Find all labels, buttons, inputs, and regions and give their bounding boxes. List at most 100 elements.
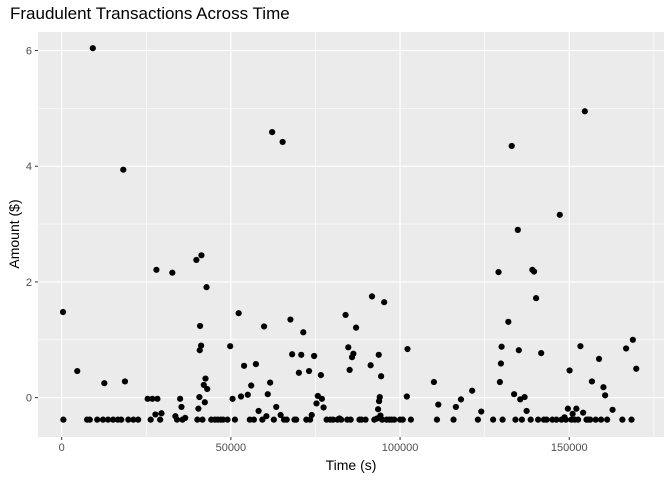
data-point [512, 416, 519, 423]
axis-ticks: 0 50000 100000 150000 0 2 4 6 [26, 46, 588, 454]
data-point [204, 385, 211, 393]
data-point [203, 284, 210, 291]
data-point [329, 416, 337, 423]
data-point [496, 378, 503, 386]
data-point [430, 378, 438, 386]
y-tick-label: 4 [26, 161, 32, 173]
data-point [270, 416, 277, 423]
data-point [600, 384, 607, 391]
data-point [255, 407, 262, 415]
data-point [263, 413, 270, 420]
data-point [433, 416, 441, 423]
data-point [346, 366, 353, 373]
data-point [120, 166, 127, 173]
data-point [588, 378, 596, 385]
data-point [499, 416, 506, 423]
data-point [259, 416, 266, 423]
data-point [435, 401, 442, 408]
x-axis-title: Time (s) [326, 457, 377, 473]
y-tick-label: 0 [26, 393, 32, 405]
data-point [404, 345, 411, 353]
data-point [305, 367, 313, 375]
data-point [375, 351, 382, 358]
data-point [283, 416, 290, 423]
data-point [350, 350, 357, 357]
data-point [194, 416, 201, 423]
data-point [515, 347, 522, 354]
x-tick-label: 50000 [216, 442, 247, 454]
data-point [267, 379, 274, 386]
data-point [196, 322, 204, 330]
data-point [235, 310, 242, 317]
data-point [195, 405, 202, 412]
data-point [450, 416, 457, 423]
data-point [577, 343, 584, 350]
data-point [495, 269, 502, 276]
data-point [231, 416, 239, 423]
data-point [169, 269, 176, 276]
data-point [532, 295, 540, 302]
data-point [399, 416, 406, 423]
data-point [121, 378, 129, 385]
data-point [518, 416, 525, 423]
data-point [478, 408, 485, 415]
data-point [338, 416, 345, 423]
data-point [178, 403, 185, 411]
data-point [527, 416, 534, 423]
data-point [562, 416, 569, 423]
data-point [523, 407, 530, 415]
data-point [260, 323, 268, 330]
data-point [277, 411, 284, 419]
x-tick-label: 100000 [382, 442, 419, 454]
data-point [609, 406, 616, 413]
data-point [74, 367, 81, 375]
data-point [147, 416, 154, 423]
data-point [264, 391, 271, 398]
data-point [374, 406, 382, 413]
data-point [244, 391, 251, 398]
data-point [345, 344, 352, 351]
data-point [313, 400, 320, 407]
data-point [219, 416, 227, 423]
data-point [269, 128, 276, 136]
data-point [317, 371, 324, 379]
data-point [177, 395, 184, 402]
data-point [287, 316, 294, 323]
data-point [201, 399, 208, 406]
data-point [320, 404, 327, 411]
data-point [521, 393, 528, 401]
data-point [130, 416, 137, 423]
x-tick-label: 0 [59, 442, 65, 454]
data-point [273, 403, 280, 411]
data-point [252, 361, 260, 368]
data-point [198, 252, 205, 259]
data-point [158, 410, 165, 417]
data-point [298, 351, 305, 358]
data-point [144, 395, 151, 402]
data-points [59, 45, 640, 423]
data-point [391, 416, 398, 423]
plot-panel [38, 32, 664, 437]
data-point [289, 351, 296, 358]
data-point [152, 411, 159, 418]
data-point [182, 414, 189, 422]
y-axis-title: Amount ($) [6, 199, 22, 268]
data-point [497, 360, 505, 367]
data-point [295, 369, 302, 376]
data-point [629, 336, 636, 343]
data-point [581, 108, 588, 115]
data-point [125, 416, 132, 423]
data-point [604, 416, 611, 423]
data-point [173, 416, 181, 423]
data-point [556, 211, 563, 218]
data-point [89, 45, 96, 52]
data-point [508, 142, 515, 150]
data-point [362, 416, 369, 423]
data-point [347, 416, 354, 423]
data-point [368, 293, 376, 300]
data-point [457, 396, 465, 403]
data-point [248, 382, 255, 389]
data-point [240, 362, 248, 369]
data-point [587, 416, 594, 423]
data-point [200, 381, 207, 389]
